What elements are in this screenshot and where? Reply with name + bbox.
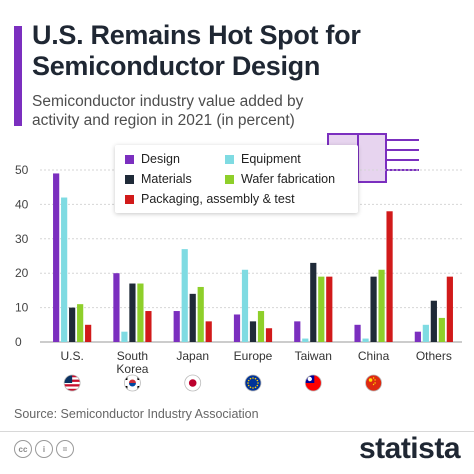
legend-label-packaging: Packaging, assembly & test [141,192,295,206]
bar-3-4 [318,276,325,342]
accent-bar [14,26,22,126]
x-tick-label: Japan [176,349,209,363]
bar-0-1 [113,273,120,342]
bar-1-5 [362,338,369,342]
bar-3-6 [438,317,445,342]
bar-3-5 [378,269,385,342]
eu-flag-icon [244,374,262,392]
bar-0-5 [354,324,361,342]
bar-2-3 [249,321,257,342]
legend-item-equipment: Equipment [225,152,301,166]
bar-4-2 [205,321,212,342]
bar-3-2 [197,286,204,342]
bar-4-4 [326,276,333,342]
y-tick-label: 10 [15,301,29,315]
taiwan-flag-icon [304,374,322,392]
x-tick-label: Europe [234,349,273,363]
x-tick-label: Korea [116,362,148,376]
bar-0-3 [233,314,241,342]
legend-item-materials: Materials [125,172,192,186]
y-tick-label: 40 [15,197,29,211]
x-tick-label: China [358,349,390,363]
bar-0-4 [294,321,301,342]
source-note: Source: Semiconductor Industry Associati… [14,407,259,421]
legend-label-design: Design [141,152,180,166]
license-icons: cc i = [14,440,74,458]
x-tick-label: South [117,349,148,363]
bar-1-4 [302,338,309,342]
bar-1-1 [121,331,128,342]
legend-swatch-packaging [125,194,134,204]
x-tick-label: Taiwan [295,349,332,363]
bar-3-0 [77,304,84,342]
bar-3-3 [257,311,265,342]
no-derivatives-icon[interactable]: = [56,440,74,458]
bar-1-6 [422,324,429,342]
us-flag-icon [63,374,81,392]
bar-3-1 [137,283,144,342]
legend-label-equipment: Equipment [241,152,301,166]
bar-1-3 [241,269,249,342]
bar-0-6 [414,331,421,342]
legend-swatch-materials [125,174,134,184]
bar-4-3 [265,328,273,342]
south-korea-flag-icon [124,374,141,392]
x-tick-label: Others [416,349,452,363]
bar-4-5 [386,211,393,342]
bar-2-5 [370,276,377,342]
attribution-icon[interactable]: i [35,440,53,458]
chart-title: U.S. Remains Hot Spot for Semiconductor … [32,20,361,81]
bar-0-0 [53,173,60,342]
bar-0-2 [173,311,180,342]
legend-label-wafer: Wafer fabrication [241,172,336,186]
bar-4-1 [145,311,152,342]
bar-2-0 [69,307,76,342]
x-tick-label: U.S. [60,349,83,363]
chart-legend: Design Equipment Materials Wafer fabrica… [115,145,358,213]
china-flag-icon [365,374,382,392]
legend-label-materials: Materials [141,172,192,186]
legend-swatch-wafer [225,174,234,184]
y-tick-label: 0 [15,335,22,349]
legend-item-wafer: Wafer fabrication [225,172,335,186]
footer-divider [0,431,474,432]
legend-item-packaging: Packaging, assembly & test [125,192,295,206]
bar-4-6 [446,276,453,342]
chart-subtitle: Semiconductor industry value added by ac… [32,93,304,129]
creative-commons-icon[interactable]: cc [14,440,32,458]
statista-logo[interactable]: statista [358,432,461,465]
legend-item-design: Design [125,152,180,166]
bar-2-4 [310,262,317,342]
y-tick-label: 20 [15,266,29,280]
legend-swatch-design [125,154,134,164]
y-tick-label: 50 [15,163,29,177]
legend-swatch-equipment [225,154,234,164]
bar-2-6 [430,300,437,342]
bar-1-0 [61,197,68,342]
japan-flag-icon [184,374,202,392]
bar-2-1 [129,283,136,342]
y-tick-label: 30 [15,232,29,246]
bar-2-2 [189,293,196,342]
bar-4-0 [85,324,92,342]
bar-1-2 [181,249,188,342]
